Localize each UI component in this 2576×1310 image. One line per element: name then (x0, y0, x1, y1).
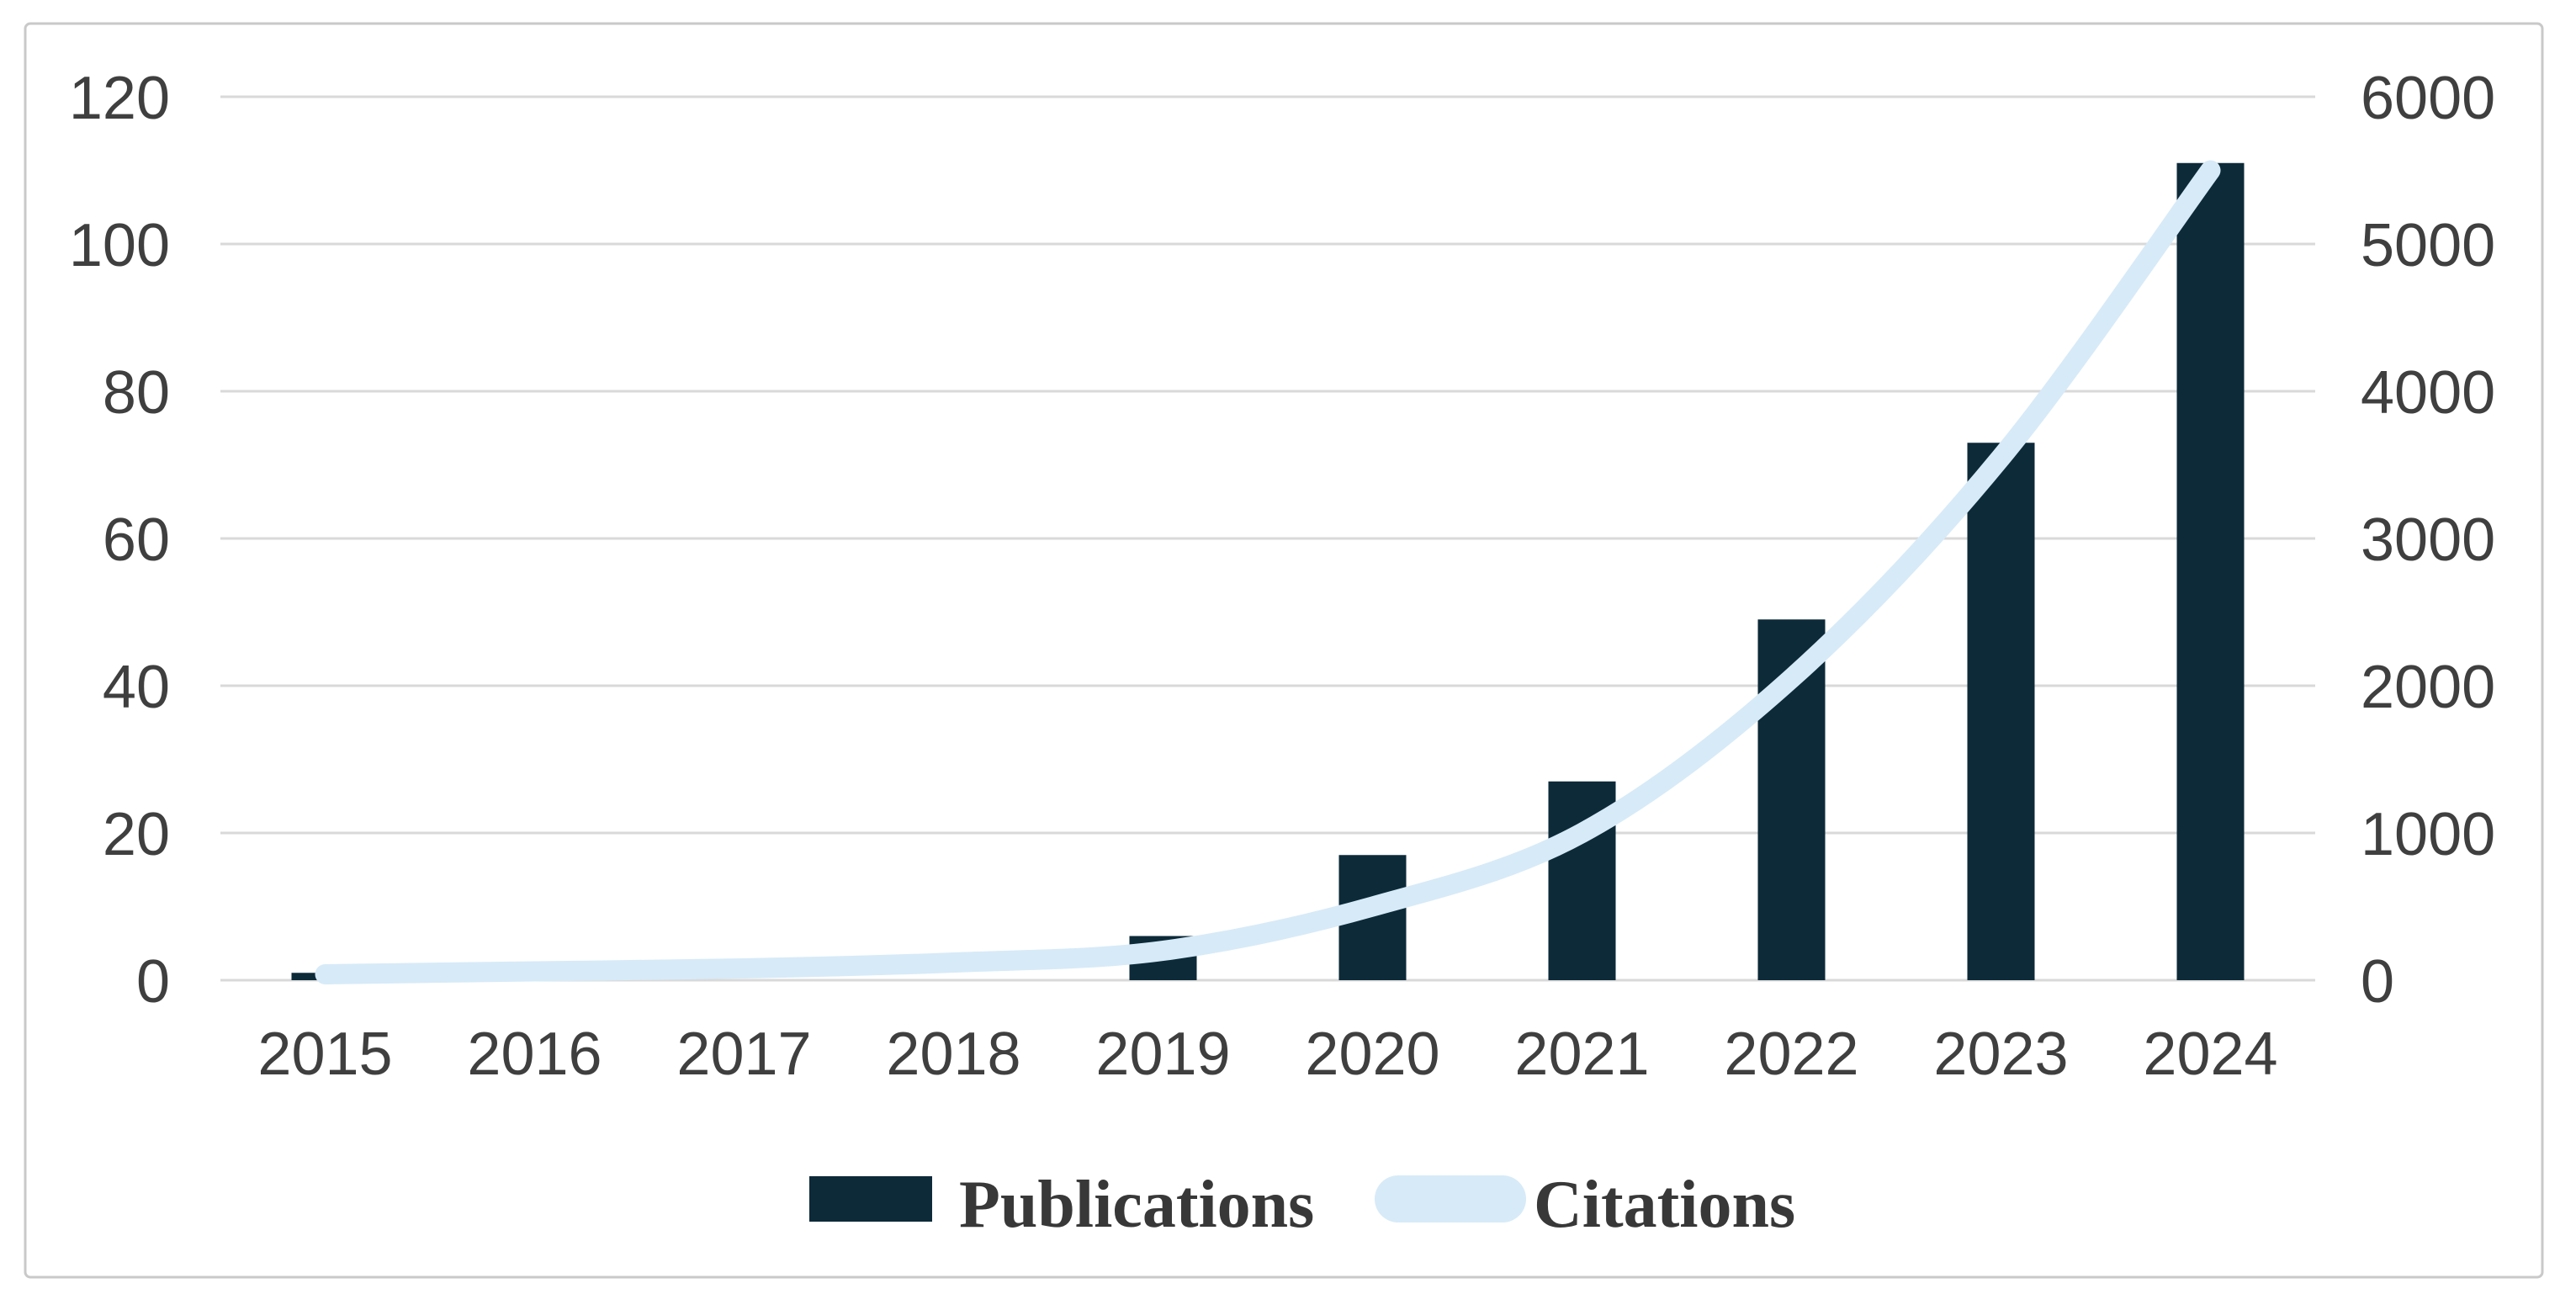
x-axis-labels: 2015 2016 2017 2018 2019 2020 2021 2022 2023 2024 (257, 1021, 2277, 1088)
right-axis-tick-2000: 2000 (2361, 654, 2495, 721)
x-axis-label-2021: 2021 (1514, 1021, 1649, 1088)
left-axis-tick-80: 80 (103, 359, 170, 427)
right-axis-tick-4000: 4000 (2361, 359, 2495, 427)
x-axis-label-2018: 2018 (886, 1021, 1020, 1088)
chart-frame (24, 22, 2544, 1279)
citations-line (315, 160, 2221, 984)
x-axis-label-2016: 2016 (467, 1021, 602, 1088)
right-axis-tick-3000: 3000 (2361, 506, 2495, 574)
left-axis-tick-40: 40 (103, 654, 170, 721)
x-axis-label-2023: 2023 (1933, 1021, 2068, 1088)
x-axis-label-2020: 2020 (1305, 1021, 1439, 1088)
left-axis-tick-0: 0 (136, 948, 170, 1016)
x-axis-label-2015: 2015 (257, 1021, 392, 1088)
left-axis-tick-100: 100 (69, 212, 170, 279)
right-axis-labels: 0 1000 2000 3000 4000 5000 6000 (2361, 65, 2495, 1016)
x-axis-label-2024: 2024 (2143, 1021, 2277, 1088)
left-axis-labels: 0 20 40 60 80 100 120 (69, 65, 170, 1016)
left-axis-tick-20: 20 (103, 801, 170, 868)
legend-citations-label: Citations (1534, 1168, 1795, 1242)
x-axis-label-2019: 2019 (1095, 1021, 1230, 1088)
legend-publications-swatch (809, 1176, 932, 1222)
right-axis-tick-6000: 6000 (2361, 65, 2495, 132)
gridlines (220, 95, 2315, 982)
right-axis-tick-0: 0 (2361, 948, 2394, 1016)
legend: Publications Citations (809, 1168, 1795, 1242)
legend-publications-label: Publications (959, 1168, 1314, 1242)
citations-line-path (315, 160, 2221, 984)
right-axis-tick-1000: 1000 (2361, 801, 2495, 868)
bar-2024 (2176, 162, 2245, 980)
left-axis-tick-60: 60 (103, 506, 170, 574)
x-axis-label-2022: 2022 (1724, 1021, 1858, 1088)
left-axis-tick-120: 120 (69, 65, 170, 132)
bar-2023 (1967, 443, 2035, 980)
right-axis-tick-5000: 5000 (2361, 212, 2495, 279)
x-axis-label-2017: 2017 (676, 1021, 811, 1088)
